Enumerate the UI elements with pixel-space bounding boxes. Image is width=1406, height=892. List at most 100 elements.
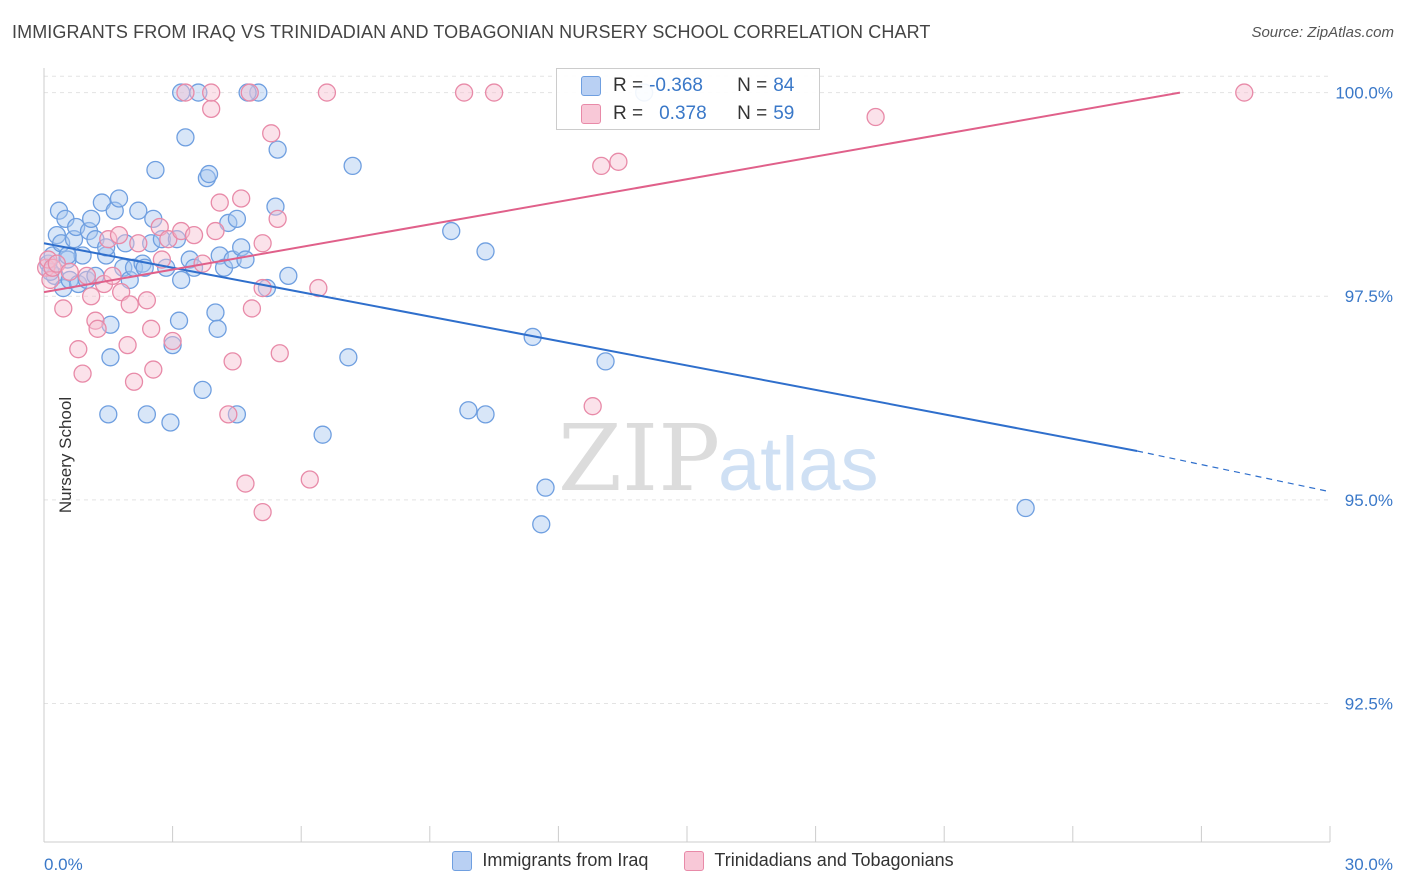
trinidad-point xyxy=(202,83,221,102)
trinidad-point xyxy=(210,193,229,212)
iraq-point xyxy=(163,335,182,355)
trinidad-point xyxy=(82,287,101,306)
trinidad-point xyxy=(253,278,272,298)
r-label: R = xyxy=(613,103,644,124)
stats-legend: R = -0.368 N = 84 R = 0.378 N = 59 xyxy=(556,68,820,130)
iraq-point xyxy=(169,311,189,330)
iraq-n-value: 84 xyxy=(773,75,795,96)
iraq-point xyxy=(146,160,165,180)
trinidad-point xyxy=(253,234,272,253)
trinidad-point xyxy=(124,372,144,391)
trend-lines xyxy=(43,91,1331,493)
trinidad-point xyxy=(144,360,163,379)
iraq-point xyxy=(129,201,148,220)
x-tick-label-min: 0.0% xyxy=(44,855,83,874)
trinidad-point xyxy=(69,340,88,359)
trinidad-point xyxy=(223,352,242,371)
iraq-point xyxy=(532,515,551,534)
iraq-point xyxy=(193,380,212,400)
iraq-point xyxy=(1016,498,1035,518)
trinidad-trend-line xyxy=(43,91,1181,294)
iraq-point xyxy=(476,405,495,424)
legend-swatch-iraq xyxy=(452,850,473,871)
trinidad-point xyxy=(120,295,139,314)
iraq-point xyxy=(142,234,161,253)
iraq-point xyxy=(476,242,495,261)
trinidad-swatch xyxy=(581,104,601,124)
iraq-point xyxy=(219,213,238,233)
iraq-point xyxy=(459,401,478,420)
trinidad-point xyxy=(317,83,337,102)
iraq-point xyxy=(172,270,191,290)
iraq-r-value: -0.368 xyxy=(649,75,703,96)
iraq-trend-line xyxy=(43,242,1138,452)
trinidad-point xyxy=(99,230,118,249)
trinidad-point xyxy=(219,405,238,424)
trinidad-point xyxy=(206,221,225,241)
axes xyxy=(43,68,1331,843)
trinidad-point xyxy=(152,250,172,269)
iraq-point xyxy=(99,405,118,424)
trinidad-point xyxy=(184,225,204,245)
trinidad-point xyxy=(176,83,195,102)
y-tick-label: 100.0% xyxy=(1335,84,1393,103)
iraq-point xyxy=(172,83,191,102)
iraq-swatch xyxy=(581,76,601,96)
trinidad-r-value: 0.378 xyxy=(659,103,707,124)
iraq-point xyxy=(313,425,332,444)
grid-lines xyxy=(44,75,1330,705)
iraq-point xyxy=(199,164,219,184)
trinidad-point xyxy=(242,299,262,318)
trinidad-point xyxy=(88,319,107,338)
iraq-point xyxy=(279,266,298,286)
trinidad-point xyxy=(240,83,259,102)
trinidad-point xyxy=(129,234,148,253)
trinidad-point xyxy=(73,364,92,383)
iraq-point xyxy=(137,405,157,424)
iraq-point xyxy=(109,189,129,208)
legend-label-iraq: Immigrants from Iraq xyxy=(482,850,649,870)
stats-row-iraq: R = -0.368 N = 84 xyxy=(581,75,794,97)
watermark-zip: ZIP xyxy=(558,405,720,512)
trinidad-point xyxy=(39,250,58,269)
bottom-legend: Immigrants from Iraq Trinidadians and To… xyxy=(0,850,1406,871)
legend-item-iraq[interactable]: Immigrants from Iraq xyxy=(452,850,648,871)
trinidad-point xyxy=(137,291,157,310)
trinidad-point xyxy=(583,397,602,416)
trinidad-point xyxy=(592,156,611,176)
trinidad-point xyxy=(163,331,182,351)
trinidad-point xyxy=(77,266,97,286)
iraq-point xyxy=(161,413,180,432)
trinidad-point xyxy=(609,152,628,171)
data-points xyxy=(36,83,1254,534)
trinidad-point xyxy=(300,470,319,489)
stats-row-trinidad: R = 0.378 N = 59 xyxy=(581,103,794,125)
iraq-point xyxy=(101,348,120,367)
trinidad-point xyxy=(118,335,137,355)
iraq-point xyxy=(536,478,555,497)
iraq-point xyxy=(227,209,247,228)
tick-labels: 92.5% 95.0% 97.5% 100.0% 0.0% 30.0% xyxy=(44,84,1393,874)
iraq-point xyxy=(92,193,112,212)
source-label: Source: ZipAtlas.com xyxy=(1251,24,1394,41)
trinidad-point xyxy=(109,225,129,245)
trinidad-point xyxy=(268,209,287,228)
iraq-point xyxy=(176,128,195,147)
legend-item-trinidad[interactable]: Trinidadians and Tobagonians xyxy=(684,850,954,871)
trinidad-point xyxy=(866,107,885,127)
iraq-point xyxy=(268,140,287,159)
n-label: N = xyxy=(737,103,768,124)
trinidad-point xyxy=(1235,83,1254,102)
y-axis-label: Nursery School xyxy=(56,396,76,514)
r-label: R = xyxy=(613,75,644,96)
trinidad-point xyxy=(47,254,67,273)
iraq-point xyxy=(339,348,358,367)
x-tick-label-max: 30.0% xyxy=(1345,855,1393,874)
trinidad-point xyxy=(309,278,328,298)
trinidad-point xyxy=(60,262,79,281)
iraq-point xyxy=(236,250,255,269)
iraq-point xyxy=(343,156,362,176)
y-tick-label: 92.5% xyxy=(1345,695,1393,714)
y-tick-label: 97.5% xyxy=(1345,287,1393,306)
